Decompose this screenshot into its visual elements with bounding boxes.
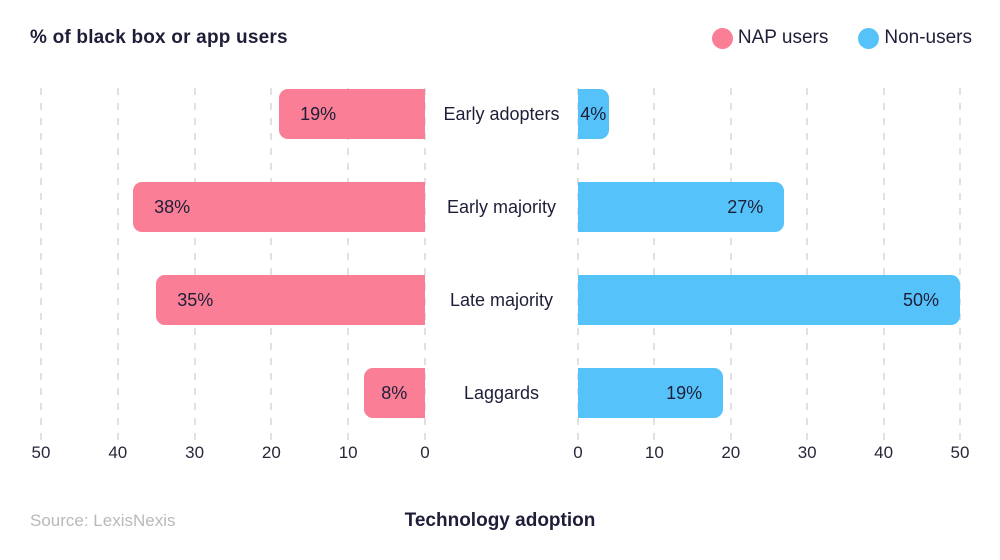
legend-dot-pink <box>711 27 733 49</box>
source-note: Source: LexisNexis <box>30 511 176 530</box>
nap-users-bar-early-adopters: 19% <box>279 89 425 139</box>
axis-tick-label-right-10: 10 <box>644 443 664 462</box>
category-label-laggards: Laggards <box>463 383 540 403</box>
chart-header: % of black box or app users NAP users No… <box>30 27 972 49</box>
gridline-right-20 <box>729 88 732 441</box>
gridline-right-40 <box>882 88 885 441</box>
axis-tick-label-right-0: 0 <box>573 443 583 462</box>
axis-tick-label-left-30: 30 <box>185 443 205 462</box>
nap-users-bar-late-majority: 35% <box>156 275 425 325</box>
axis-title: Technology adoption <box>404 510 596 531</box>
nap-users-bar-early-majority: 38% <box>133 182 425 232</box>
bar-value-label: 38% <box>154 196 191 217</box>
axis-tick-label-left-20: 20 <box>261 443 281 462</box>
axis-tick-label-left-0: 0 <box>420 443 430 462</box>
axis-tick-label-right-30: 30 <box>797 443 817 462</box>
gridline-right-0 <box>577 88 579 441</box>
legend-label: NAP users <box>737 27 829 48</box>
axis-tick-label-right-50: 50 <box>950 443 970 462</box>
gridline-right-50 <box>959 88 961 441</box>
bar-value-label: 50% <box>902 289 939 310</box>
gridline-left-10 <box>347 88 350 441</box>
gridline-left-0 <box>424 88 426 441</box>
legend-label: Non-users <box>884 27 972 48</box>
legend-dot-blue <box>858 27 880 49</box>
gridline-left-20 <box>270 88 273 441</box>
gridline-left-40 <box>116 88 119 441</box>
bar-value-label: 19% <box>666 382 703 403</box>
gridline-right-30 <box>806 88 809 441</box>
bar-value-label: 27% <box>727 196 764 217</box>
legend-item-nap-users: NAP users <box>711 27 829 49</box>
legend-item-non-users: Non-users <box>858 27 972 49</box>
non-users-bar-early-adopters: 4% <box>578 89 609 139</box>
gridline-left-50 <box>40 88 42 441</box>
non-users-bar-late-majority: 50% <box>578 275 960 325</box>
chart-subtitle: % of black box or app users <box>30 27 288 48</box>
nap-users-bar-laggards: 8% <box>363 368 425 418</box>
category-label-late-majority: Late majority <box>449 290 554 310</box>
bar-value-label: 8% <box>381 382 408 403</box>
axis-tick-label-left-50: 50 <box>31 443 51 462</box>
non-users-bar-early-majority: 27% <box>578 182 785 232</box>
gridline-left-30 <box>193 88 196 441</box>
axis-tick-label-right-40: 40 <box>874 443 894 462</box>
axis-tick-label-left-40: 40 <box>108 443 128 462</box>
bar-value-label: 4% <box>580 103 607 124</box>
axis-tick-label-right-20: 20 <box>721 443 741 462</box>
non-users-bar-laggards: 19% <box>578 368 724 418</box>
axis-tick-label-left-10: 10 <box>338 443 358 462</box>
legend: NAP users Non-users <box>711 27 972 49</box>
bar-value-label: 19% <box>300 103 337 124</box>
bar-value-label: 35% <box>177 289 214 310</box>
gridline-right-10 <box>653 88 656 441</box>
category-label-early-adopters: Early adopters <box>443 104 560 124</box>
category-label-early-majority: Early majority <box>446 197 557 217</box>
